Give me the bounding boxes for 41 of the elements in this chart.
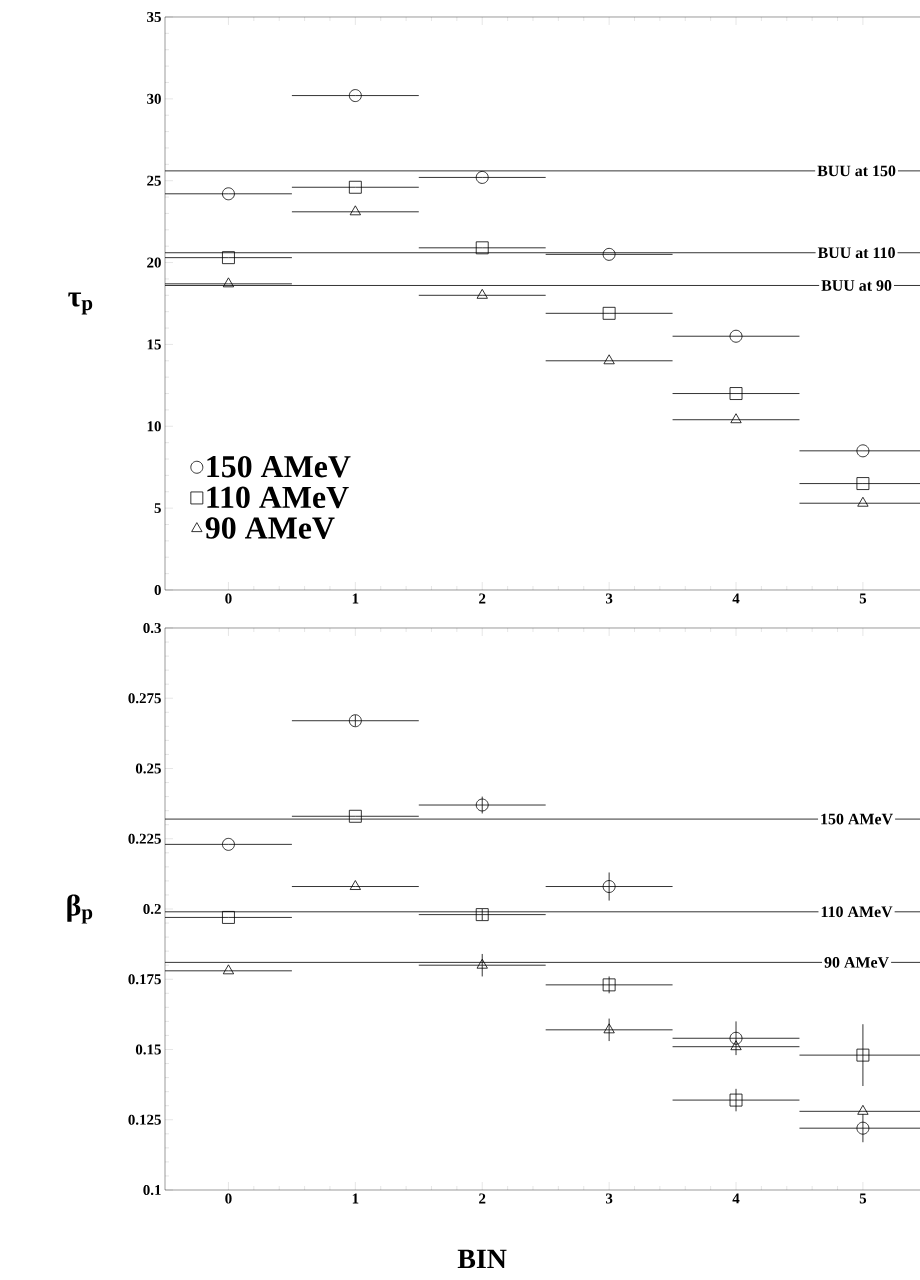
x-tick-label: 1 (352, 593, 359, 604)
y-axis-title: β$_{p}$ (67, 894, 93, 924)
y-tick-label: 0.3 (143, 622, 161, 634)
x-tick-label: 3 (605, 1193, 613, 1204)
x-tick-label: 5 (859, 593, 867, 604)
ref-line-label: BUU at 90 (821, 280, 892, 291)
y-tick-label: 0.275 (128, 693, 161, 704)
y-tick-label: 0.15 (135, 1044, 161, 1055)
y-tick-label: 0.175 (128, 974, 161, 985)
y-tick-label: 25 (147, 175, 161, 186)
y-tick-label: 10 (147, 421, 161, 432)
ref-line-label: 110 AMeV (821, 906, 893, 918)
y-axis-title: τ$_{p}$ (68, 292, 93, 315)
legend-label: 90 AMeV (205, 517, 335, 539)
ref-line-label: 150 AMeV (821, 813, 893, 825)
x-tick-label: 3 (605, 593, 613, 604)
ref-line-label: 90 AMeV (824, 956, 889, 968)
y-tick-label: 0.225 (128, 833, 161, 844)
x-tick-label: 1 (352, 1193, 359, 1204)
y-tick-label: 20 (147, 257, 161, 268)
y-tick-label: 35 (147, 11, 161, 22)
y-tick-label: 0.1 (143, 1184, 161, 1196)
x-tick-label: 0 (225, 1193, 232, 1204)
y-tick-label: 0.125 (128, 1114, 161, 1125)
legend-label: 110 AMeV (207, 486, 349, 509)
x-tick-label: 4 (732, 1193, 740, 1204)
legend-label: 150 AMeV (207, 455, 351, 478)
x-tick-label: 2 (479, 1193, 486, 1204)
x-axis-title: BIN (457, 1249, 507, 1269)
y-tick-label: 0.2 (143, 903, 161, 915)
y-tick-label: 0 (154, 584, 161, 596)
x-tick-label: 5 (859, 1193, 867, 1204)
ref-line-label: BUU at 110 (817, 247, 895, 259)
y-tick-label: 5 (154, 503, 161, 514)
y-tick-label: 30 (147, 93, 161, 104)
y-tick-label: 15 (147, 339, 161, 350)
x-tick-label: 0 (225, 593, 232, 604)
y-tick-label: 0.25 (135, 763, 161, 774)
x-tick-label: 4 (732, 593, 740, 604)
ref-line-label: BUU at 150 (817, 165, 896, 177)
x-tick-label: 2 (479, 593, 486, 604)
